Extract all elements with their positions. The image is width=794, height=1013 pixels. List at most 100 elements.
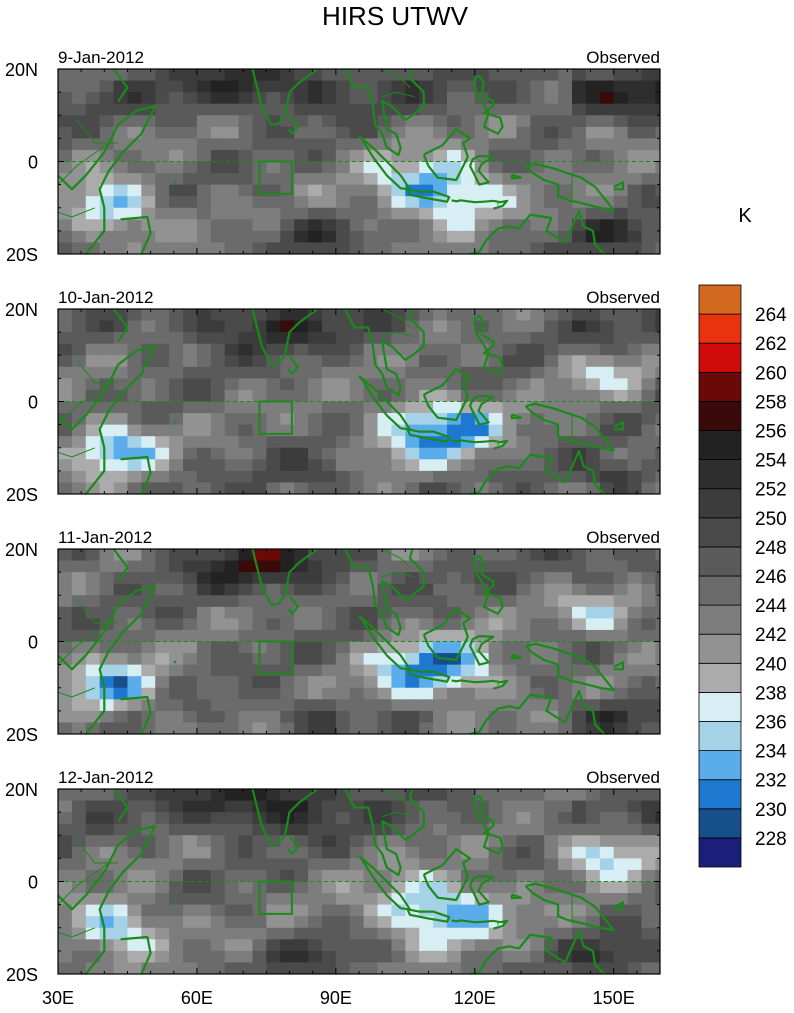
field-cell	[210, 149, 226, 163]
field-cell	[294, 332, 309, 345]
coastline	[469, 394, 495, 426]
field-cell	[530, 126, 545, 139]
field-cell	[280, 320, 295, 333]
field-cell	[280, 126, 295, 139]
field-cell	[572, 470, 587, 484]
field-cell	[530, 366, 545, 379]
field-cell	[641, 332, 656, 345]
field-cell	[460, 184, 476, 197]
field-cell	[224, 823, 240, 836]
field-cell	[405, 366, 420, 379]
field-cell	[71, 812, 87, 825]
field-cell	[85, 459, 101, 472]
field-cell	[599, 366, 615, 379]
field-cell	[183, 904, 198, 917]
field-cell	[405, 710, 420, 724]
field-cell	[530, 138, 545, 151]
field-cell	[85, 332, 101, 345]
coastline	[469, 874, 495, 906]
field-cell	[224, 939, 240, 952]
field-cell	[71, 710, 87, 724]
field-cell	[71, 389, 87, 403]
field-cell	[613, 332, 629, 345]
field-cell	[280, 549, 295, 562]
field-cell	[405, 595, 420, 608]
field-cell	[280, 869, 295, 883]
field-cell	[405, 687, 420, 700]
field-cell	[474, 138, 490, 151]
field-cell	[391, 332, 406, 345]
field-cell	[335, 710, 351, 724]
field-cell	[516, 858, 531, 871]
field-cell	[210, 309, 226, 322]
field-cell	[391, 459, 406, 472]
field-cell	[321, 893, 337, 906]
field-cell	[169, 196, 184, 209]
field-cell	[321, 823, 337, 836]
field-cell	[58, 699, 73, 712]
field-cell	[585, 583, 601, 596]
field-cell	[183, 161, 198, 174]
field-cell	[196, 927, 212, 940]
field-cell	[377, 126, 393, 139]
field-cell	[572, 378, 587, 391]
field-cell	[155, 893, 170, 906]
field-cell	[349, 69, 365, 82]
field-cell	[405, 893, 420, 906]
field-cell	[349, 242, 365, 254]
field-cell	[627, 927, 643, 940]
field-cell	[155, 366, 170, 379]
field-cell	[85, 196, 101, 209]
field-cell	[558, 343, 573, 356]
field-cell	[474, 710, 490, 724]
field-cell	[377, 436, 393, 449]
field-cell	[488, 92, 504, 105]
field-cell	[391, 196, 406, 209]
field-cell	[58, 641, 73, 654]
field-cell	[266, 881, 281, 894]
field-cell	[266, 618, 281, 631]
coastline	[451, 919, 509, 930]
field-cell	[196, 618, 212, 631]
field-cell	[58, 823, 73, 836]
field-cell	[210, 653, 226, 666]
field-cell	[141, 309, 156, 322]
field-cell	[502, 595, 518, 608]
field-cell	[71, 230, 87, 244]
field-cell	[252, 950, 267, 964]
field-cell	[544, 835, 559, 848]
field-cell	[127, 242, 142, 254]
field-cell	[321, 583, 337, 596]
field-cell	[321, 378, 337, 391]
y-tick-label: 20S	[6, 965, 38, 985]
field-cell	[655, 482, 660, 494]
field-cell	[224, 606, 240, 619]
field-cell	[558, 207, 573, 220]
field-cell	[363, 916, 379, 929]
country-border	[382, 91, 415, 98]
field-cell	[585, 80, 601, 93]
field-cell	[516, 196, 531, 209]
field-cell	[71, 355, 87, 368]
utwv-field	[58, 789, 660, 974]
field-cell	[252, 927, 267, 940]
colorbar-swatch	[698, 633, 742, 664]
field-cell	[377, 687, 393, 700]
field-cell	[349, 789, 365, 802]
field-cell	[488, 424, 504, 437]
field-cell	[196, 378, 212, 391]
field-cell	[544, 230, 559, 244]
field-cell	[210, 789, 226, 802]
coastline	[477, 526, 479, 540]
field-cell	[85, 939, 101, 952]
field-cell	[446, 789, 462, 802]
field-cell	[113, 196, 129, 209]
field-cell	[224, 309, 240, 322]
field-cell	[488, 401, 504, 414]
field-cell	[349, 618, 365, 631]
field-cell	[224, 320, 240, 333]
field-cell	[627, 401, 643, 414]
field-cell	[308, 687, 323, 700]
field-cell	[558, 595, 573, 608]
field-cell	[613, 378, 629, 391]
